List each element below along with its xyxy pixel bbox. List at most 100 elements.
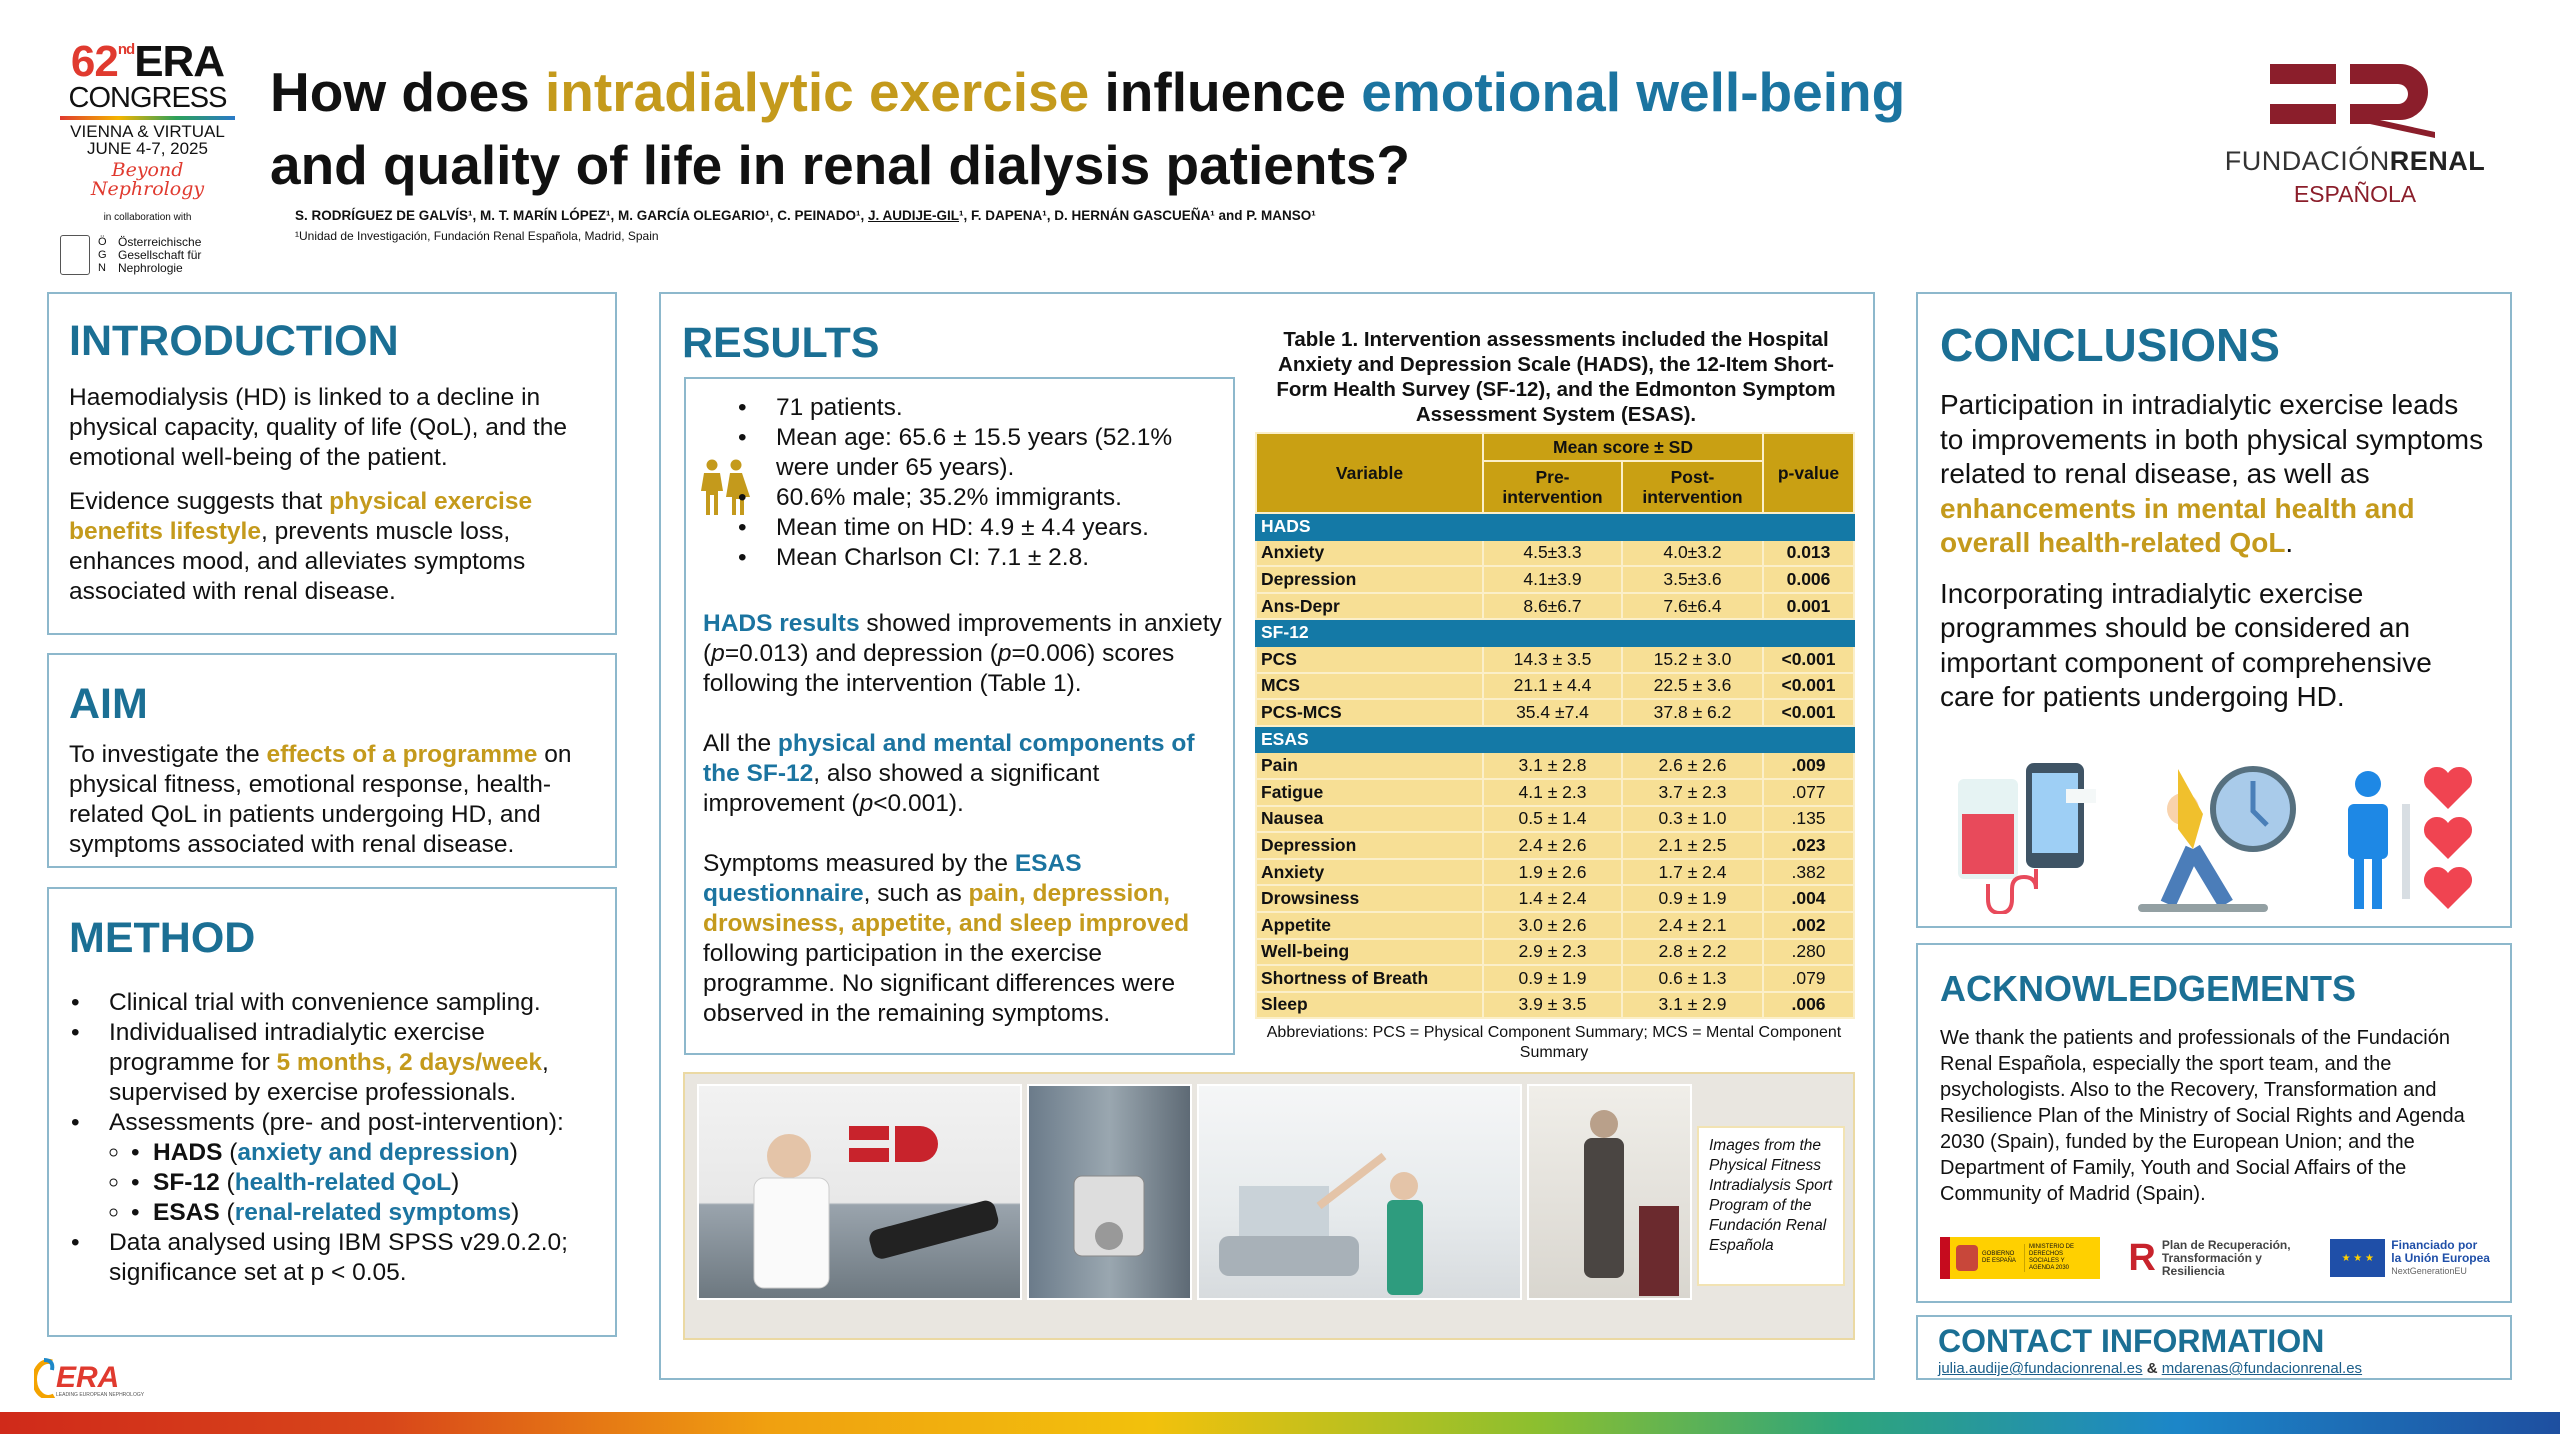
table-row: Shortness of Breath 0.9 ± 1.9 0.6 ± 1.3.07… xyxy=(1255,964,1855,993)
eu-label-c: NextGenerationEU xyxy=(2391,1265,2467,1276)
text-segment: Clinical trial with convenience sampling… xyxy=(109,989,541,1016)
demographic-item: Mean time on HD: 4.9 ± 4.4 years. xyxy=(736,513,1216,543)
variable-cell: Well-being xyxy=(1255,937,1484,967)
text-segment: Evidence suggests that xyxy=(69,488,330,515)
text-segment: Data analysed using IBM SPSS v29.0.2.0; … xyxy=(109,1229,568,1286)
post-cell: 0.3 ± 1.0 xyxy=(1621,804,1764,834)
method-item: Assessments (pre- and post-intervention)… xyxy=(69,1108,595,1228)
section-label: ESAS xyxy=(1255,724,1855,754)
method-subitem: SF-12 (health-related QoL) xyxy=(131,1168,595,1198)
text-segment: ( xyxy=(219,1169,235,1196)
p-value-cell: .079 xyxy=(1762,964,1855,993)
text-segment: ) xyxy=(511,1199,520,1226)
highlight-text: emotional well-being xyxy=(1361,61,1906,123)
table-row: PCS 14.3 ± 3.5 15.2 ± 3.0 <0.001 xyxy=(1255,644,1855,674)
pre-cell: 3.0 ± 2.6 xyxy=(1482,910,1623,940)
photo-content xyxy=(753,1126,999,1289)
p-value-cell: .135 xyxy=(1762,804,1855,834)
post-cell: 3.1 ± 2.9 xyxy=(1621,990,1764,1020)
variable-cell: Ans-Depr xyxy=(1255,591,1484,621)
pre-cell: 8.6±6.7 xyxy=(1482,591,1623,621)
pre-cell: 2.9 ± 2.3 xyxy=(1482,937,1623,967)
introduction-paragraph: Evidence suggests that physical exercise… xyxy=(69,487,595,607)
p-value-cell: .382 xyxy=(1762,857,1855,887)
demographics-list: 71 patients. Mean age: 65.6 ± 15.5 years… xyxy=(736,393,1216,573)
results-heading: RESULTS xyxy=(682,319,880,367)
col-post: Post-intervention xyxy=(1621,460,1764,514)
pre-cell: 4.5±3.3 xyxy=(1482,538,1623,568)
contact-heading: CONTACT INFORMATION xyxy=(1938,1323,2325,1359)
section-label: HADS xyxy=(1255,512,1855,541)
table-section-row: HADS xyxy=(1255,512,1855,541)
era-footer-logo: ERA LEADING EUROPEAN NEPHROLOGY xyxy=(34,1358,144,1398)
table-row: Nausea 0.5 ± 1.4 0.3 ± 1.0.135 xyxy=(1255,804,1855,834)
highlight-text: 5 months, 2 days/week xyxy=(276,1049,542,1076)
table-row: Fatigue 4.1 ± 2.3 3.7 ± 2.3.077 xyxy=(1255,777,1855,807)
demographic-item: Mean age: 65.6 ± 15.5 years (52.1% were … xyxy=(736,423,1216,483)
fundacion-renal-logo: FUNDACIÓNRENAL ESPAÑOLA xyxy=(2205,60,2505,208)
variable-cell: Drowsiness xyxy=(1255,884,1484,913)
method-subitem: HADS (anxiety and depression) xyxy=(131,1138,595,1168)
method-item: Clinical trial with convenience sampling… xyxy=(69,988,595,1018)
method-subitem: ESAS (renal-related symptoms) xyxy=(131,1198,595,1228)
post-cell: 0.6 ± 1.3 xyxy=(1621,964,1764,993)
p-value-cell: .002 xyxy=(1762,910,1855,940)
text-segment: following participation in the exercise … xyxy=(703,940,1176,1027)
variable-cell: Anxiety xyxy=(1255,538,1484,568)
text-segment: Participation in intradialytic exercise … xyxy=(1940,389,2484,489)
variable-cell: Sleep xyxy=(1255,990,1484,1020)
text-segment: To investigate the xyxy=(69,741,267,768)
pre-cell: 0.5 ± 1.4 xyxy=(1482,804,1623,834)
text-segment: <0.001). xyxy=(873,790,964,817)
table-section-row: ESAS xyxy=(1255,724,1855,754)
table-row: PCS-MCS 35.4 ±7.4 37.8 ± 6.2 <0.001 xyxy=(1255,698,1855,727)
photo-patient-standing xyxy=(1527,1084,1692,1300)
contact-email-link[interactable]: mdarenas@fundacionrenal.es xyxy=(2161,1360,2363,1377)
ogn-letters: Ö G N xyxy=(98,235,107,274)
exercise-clock-icon xyxy=(2138,766,2296,912)
photo-equipment xyxy=(1027,1084,1192,1300)
conclusions-paragraph: Incorporating intradialytic exercise pro… xyxy=(1940,577,2488,715)
pre-cell: 1.9 ± 2.6 xyxy=(1482,857,1623,887)
table-row: Drowsiness 1.4 ± 2.4 0.9 ± 1.9.004 xyxy=(1255,884,1855,913)
p-value-cell: 0.013 xyxy=(1762,538,1855,568)
poster-title: How does intradialytic exercise influenc… xyxy=(270,56,1905,202)
col-pre: Pre-intervention xyxy=(1482,460,1623,514)
tr-emblem-icon: R xyxy=(2128,1237,2156,1279)
photo-content xyxy=(1219,1152,1423,1295)
pre-cell: 1.4 ± 2.4 xyxy=(1482,884,1623,913)
text-segment: ) xyxy=(451,1169,460,1196)
logo-location: VIENNA & VIRTUAL xyxy=(70,122,225,141)
text-segment: ( xyxy=(222,1139,238,1166)
table-row: Depression 4.1±3.9 3.5±3.6 0.006 xyxy=(1255,565,1855,594)
eu-label-a: Financiado por xyxy=(2391,1237,2478,1252)
post-cell: 15.2 ± 3.0 xyxy=(1621,644,1764,674)
post-cell: 7.6±6.4 xyxy=(1621,591,1764,621)
col-variable: Variable xyxy=(1255,432,1484,514)
highlight-text: effects of a programme xyxy=(266,741,538,768)
contact-email-link[interactable]: julia.audije@fundacionrenal.es xyxy=(1938,1360,2143,1377)
pre-cell: 21.1 ± 4.4 xyxy=(1482,671,1623,701)
p-value-cell: .023 xyxy=(1762,831,1855,860)
aim-heading: AIM xyxy=(69,680,148,728)
photo-dialysis-room xyxy=(1197,1084,1522,1300)
conclusions-paragraph: Participation in intradialytic exercise … xyxy=(1940,388,2488,561)
results-paragraph-sf12: All the physical and mental components o… xyxy=(703,729,1223,819)
conclusions-section: CONCLUSIONS Participation in intradialyt… xyxy=(1916,292,2512,928)
pre-cell: 2.4 ± 2.6 xyxy=(1482,831,1623,860)
highlight-text: enhancements in mental health and overal… xyxy=(1940,492,2415,559)
title-line-1: How does intradialytic exercise influenc… xyxy=(270,56,1905,129)
p-value-cell: .009 xyxy=(1762,751,1855,780)
table-caption: Table 1. Intervention assessments includ… xyxy=(1276,328,1836,426)
p-value-cell: .280 xyxy=(1762,937,1855,967)
aim-section: AIM To investigate the effects of a prog… xyxy=(47,653,617,868)
text-segment: Symptoms measured by the xyxy=(703,850,1015,877)
post-cell: 2.4 ± 2.1 xyxy=(1621,910,1764,940)
logo-tagline: Beyond Nephrology xyxy=(90,159,205,200)
pre-cell: 3.1 ± 2.8 xyxy=(1482,751,1623,780)
aim-text: To investigate the effects of a programm… xyxy=(69,740,595,860)
logo-collab: in collaboration with xyxy=(103,212,192,223)
recovery-plan-logo: R Plan de Recuperación, Transformación y… xyxy=(2128,1237,2301,1279)
col-p-value: p-value xyxy=(1762,432,1855,514)
variable-cell: MCS xyxy=(1255,671,1484,701)
